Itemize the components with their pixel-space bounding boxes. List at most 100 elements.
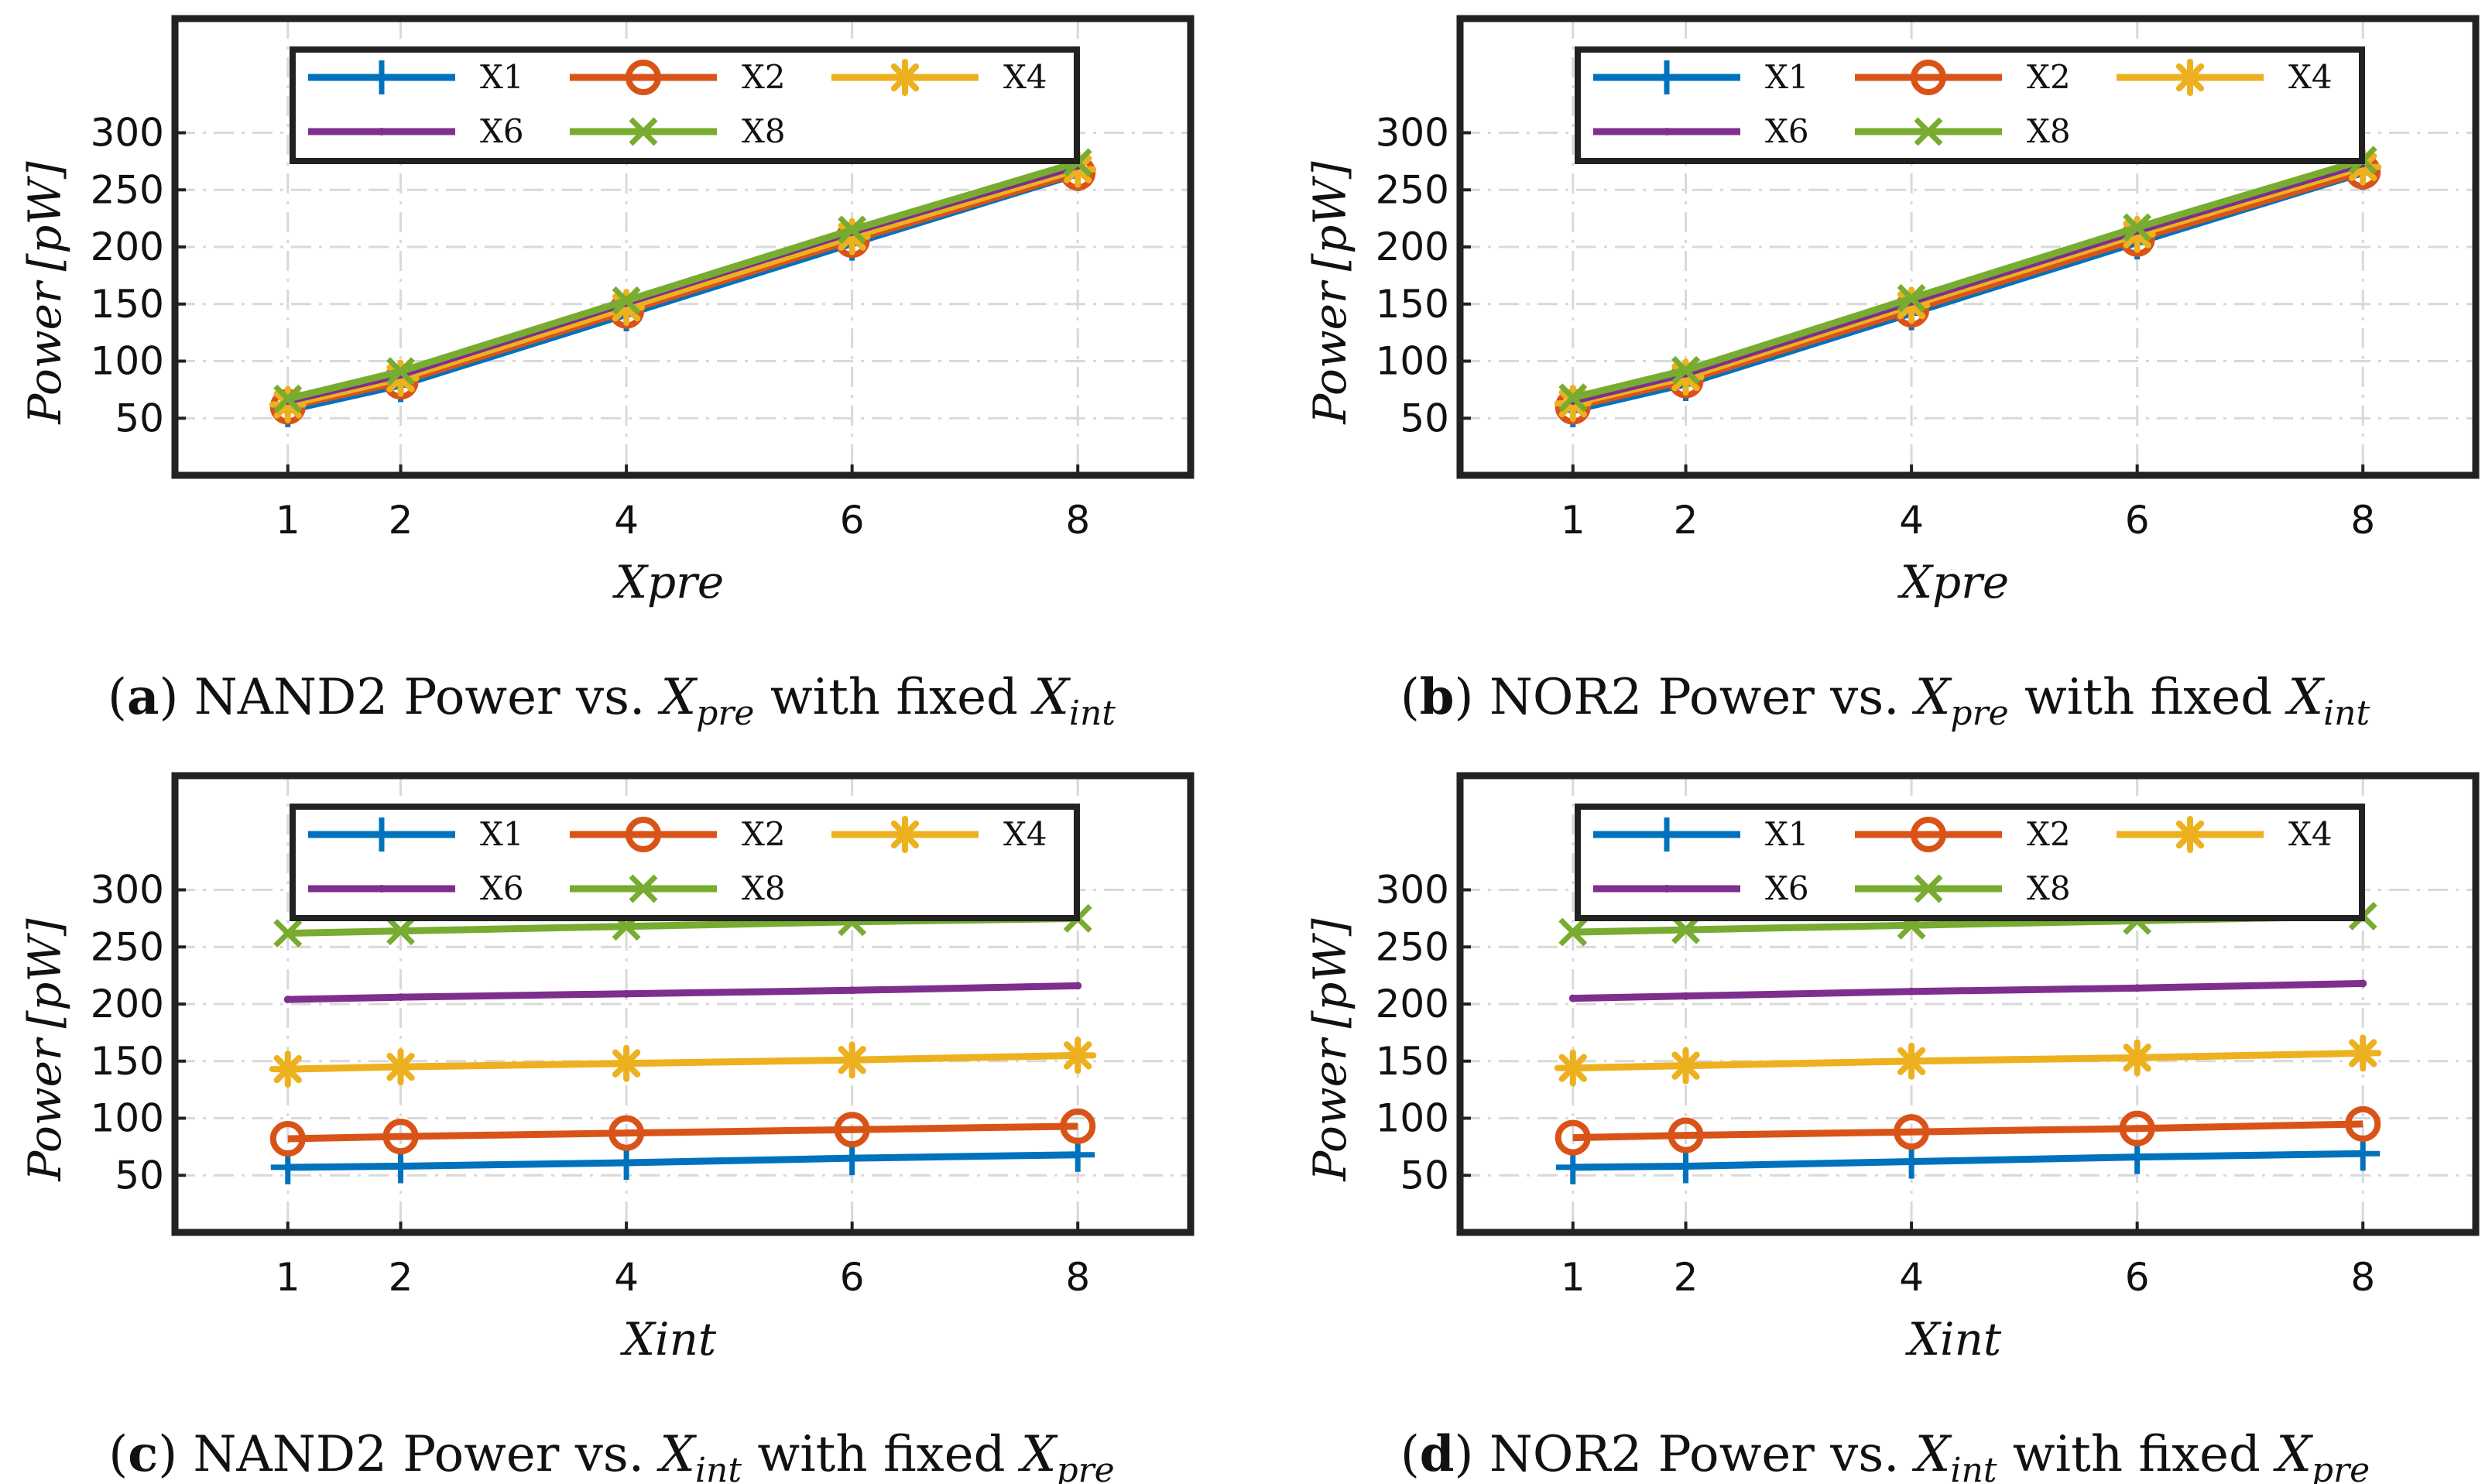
data-point-x6	[1681, 992, 1690, 1000]
data-point-x4	[1667, 1047, 1705, 1085]
legend-label: X4	[2288, 58, 2333, 96]
data-point-x8	[386, 917, 416, 946]
data-point-x1	[1668, 1149, 1703, 1184]
data-point-x8	[386, 357, 416, 386]
legend-label: X4	[1003, 58, 1047, 96]
data-point-x6	[2359, 979, 2367, 988]
legend-label: X8	[2027, 112, 2071, 150]
data-point-x6	[848, 986, 856, 995]
data-point-x4	[2118, 1039, 2156, 1077]
x-axis-label: Xpre	[612, 556, 724, 608]
x-tick-label: 6	[2125, 498, 2150, 543]
series-x2	[269, 1108, 1096, 1157]
caption-letter: a	[127, 668, 159, 726]
x-tick-label: 4	[614, 1255, 639, 1300]
legend: X1 X2 X4 X6 X8	[290, 804, 1080, 921]
legend-marker-x2	[1911, 60, 1946, 95]
legend-marker-x6	[1663, 885, 1671, 893]
legend-label: X8	[742, 112, 786, 150]
y-tick-label: 150	[91, 282, 164, 327]
figure-caption: (c) NAND2 Power vs. Xint with fixed Xpre	[108, 1425, 1114, 1484]
series-x1	[1555, 1136, 2381, 1184]
legend-marker-x4	[886, 59, 924, 96]
y-axis-label: Power [pW]	[19, 918, 71, 1182]
caption-letter: c	[128, 1425, 158, 1483]
y-tick-label: 100	[91, 1096, 164, 1141]
legend-marker-x1	[365, 817, 399, 852]
y-tick-label: 250	[91, 167, 164, 212]
x-tick-label: 4	[1899, 1255, 1924, 1300]
y-axis-label-quantity: Power	[1304, 279, 1356, 425]
legend-entry-x6: X6	[1593, 869, 1809, 907]
caption-letter: b	[1420, 668, 1455, 726]
data-point-x1	[609, 1146, 644, 1181]
y-axis-label-quantity: Power	[19, 1037, 71, 1182]
legend-box	[290, 46, 1080, 164]
legend-label: X1	[480, 58, 524, 96]
caption-text: NOR2 Power vs.	[1489, 669, 1915, 726]
data-point-x6	[396, 993, 405, 1002]
legend-label: X6	[480, 112, 524, 150]
data-point-x4	[269, 1050, 307, 1088]
y-tick-label: 100	[91, 339, 164, 384]
y-axis-label: Power [pW]	[19, 161, 71, 425]
y-tick-label: 200	[91, 982, 164, 1026]
x-tick-label: 2	[1674, 1255, 1698, 1300]
legend-marker-x2	[626, 817, 661, 852]
data-point-x6	[1074, 982, 1082, 990]
legend-entry-x8: X8	[570, 112, 786, 150]
legend-entry-x1: X1	[308, 58, 524, 96]
caption-subscript: pre	[1056, 1451, 1114, 1484]
legend-box	[1575, 804, 2365, 921]
data-point-x1	[1555, 1150, 1590, 1184]
caption-subscript: pre	[2312, 1451, 2370, 1484]
y-tick-label: 200	[1376, 982, 1449, 1026]
y-tick-label: 300	[91, 111, 164, 156]
series-x2	[1555, 1105, 2381, 1156]
data-point-x2	[2345, 1105, 2381, 1142]
data-point-x6	[2133, 984, 2141, 992]
y-tick-label: 300	[1376, 111, 1449, 156]
legend: X1 X2 X4 X6 X8	[290, 46, 1080, 164]
caption-text: NAND2 Power vs.	[194, 669, 661, 726]
data-point-x8	[838, 215, 867, 245]
y-tick-label: 50	[1400, 1153, 1449, 1198]
data-point-x4	[2344, 1034, 2382, 1072]
data-point-x8	[273, 919, 303, 948]
legend-marker-x8	[629, 117, 658, 146]
caption-close-paren: )	[1455, 1426, 1489, 1483]
y-axis-label-unit: [pW]	[1304, 918, 1356, 1028]
y-tick-label: 200	[1376, 224, 1449, 269]
legend-label: X2	[2027, 815, 2071, 853]
legend-marker-x1	[1650, 817, 1684, 852]
legend-marker-x2	[626, 60, 661, 95]
data-point-x8	[612, 286, 641, 315]
data-point-x8	[1671, 915, 1701, 944]
data-point-x8	[1897, 283, 1926, 313]
data-point-x2	[269, 1121, 306, 1157]
x-tick-label: 4	[614, 498, 639, 543]
x-tick-label: 2	[1674, 498, 1698, 543]
x-tick-label: 6	[2125, 1255, 2150, 1300]
data-point-x4	[382, 1048, 420, 1086]
x-tick-label: 1	[1561, 1255, 1585, 1300]
legend-entry-x2: X2	[570, 58, 786, 96]
legend-marker-x8	[1914, 874, 1943, 903]
data-point-x2	[1668, 1117, 1704, 1153]
caption-letter: d	[1420, 1425, 1455, 1483]
y-axis-label-quantity: Power	[19, 279, 71, 425]
data-point-x4	[1893, 1042, 1931, 1080]
y-tick-label: 150	[1376, 1039, 1449, 1084]
legend-label: X2	[742, 58, 786, 96]
series-x8	[1558, 146, 2377, 413]
data-point-x8	[273, 384, 303, 413]
x-axis-label: Xint	[1905, 1313, 2002, 1366]
y-tick-label: 50	[115, 396, 164, 440]
caption-close-paren: )	[1455, 669, 1489, 726]
legend-label: X6	[480, 869, 524, 907]
caption-var: X	[1911, 1426, 1952, 1483]
data-point-x6	[283, 996, 292, 1004]
